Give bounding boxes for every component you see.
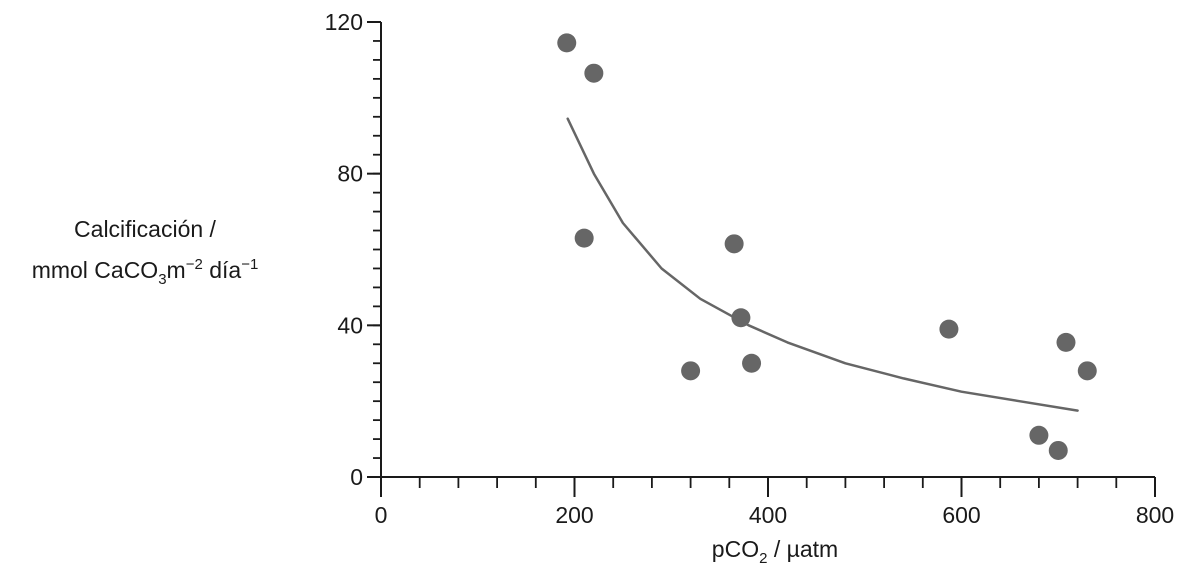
y-tick-label: 120	[325, 9, 363, 35]
x-tick-label: 400	[749, 502, 787, 528]
data-point	[1029, 425, 1049, 445]
data-point	[557, 33, 577, 53]
trend-curve	[566, 117, 1079, 412]
axes	[380, 22, 1155, 478]
y-tick-label: 80	[337, 161, 363, 187]
data-point	[939, 319, 959, 339]
data-point	[742, 353, 762, 373]
data-point	[1056, 332, 1076, 352]
points-layer	[557, 33, 1097, 460]
y-axis-title: Calcificación / mmol CaCO3m−2 día−1	[32, 216, 259, 288]
x-tick-label: 200	[555, 502, 593, 528]
data-point	[584, 63, 604, 83]
x-axis-title: pCO2 / µatm	[712, 536, 838, 567]
trend-curve-layer	[566, 117, 1079, 412]
data-point	[681, 361, 701, 381]
y-axis-title-line2: mmol CaCO3m−2 día−1	[32, 256, 259, 288]
x-tick-label: 600	[942, 502, 980, 528]
data-point	[731, 308, 751, 328]
x-tick-label: 800	[1136, 502, 1174, 528]
x-tick-label: 0	[375, 502, 388, 528]
data-point	[1077, 361, 1097, 381]
y-axis-title-line1: Calcificación /	[74, 216, 216, 242]
data-point	[724, 234, 744, 254]
y-tick-label: 40	[337, 312, 363, 338]
data-point	[1048, 440, 1068, 460]
y-tick-label: 0	[350, 464, 363, 490]
ticks: 0 200 400 600 800 0 40 80 120	[325, 9, 1175, 528]
data-point	[574, 228, 594, 248]
